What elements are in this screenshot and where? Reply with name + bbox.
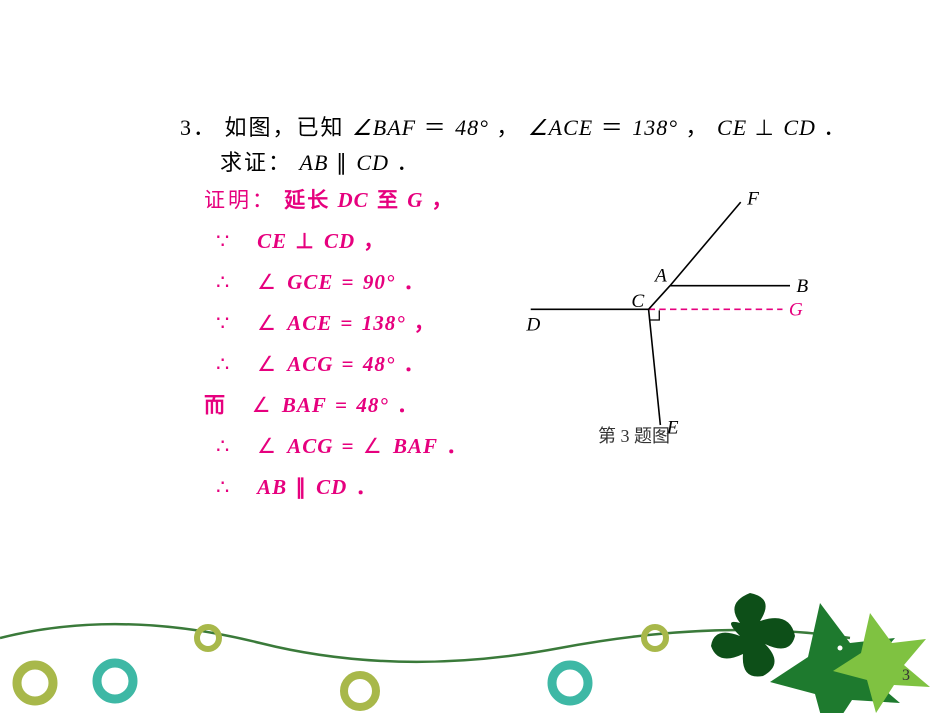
angle2: ∠: [363, 434, 385, 458]
proof-line-8: ∴ AB ∥ CD ．: [216, 467, 880, 508]
ce: CE: [717, 115, 747, 140]
svg-text:F: F: [746, 188, 759, 209]
val48: 48°: [363, 352, 395, 376]
comma: ，: [686, 115, 710, 140]
problem-line-2: 求证： AB ∥ CD ．: [220, 145, 880, 180]
period: ．: [396, 150, 420, 175]
ab: AB: [300, 150, 329, 175]
perp: ⊥: [295, 229, 315, 253]
svg-text:C: C: [631, 291, 645, 312]
val48b: 48°: [356, 393, 388, 417]
parallel: ∥: [295, 475, 308, 499]
period: ．: [404, 352, 427, 376]
ce: CE: [257, 229, 287, 253]
ring-icon: [97, 663, 133, 699]
figure-caption: 第 3 题图: [598, 422, 670, 448]
therefore-symbol: ∴: [216, 475, 232, 499]
angle: ∠: [257, 311, 279, 335]
g: G: [407, 188, 423, 212]
prove-label: 求证：: [220, 150, 292, 175]
period: ．: [356, 475, 379, 499]
eq: =: [342, 270, 363, 294]
angle-ace: ∠ACE: [528, 115, 593, 140]
cd: CD: [356, 150, 389, 175]
period: ．: [823, 115, 847, 140]
eq: =: [335, 393, 356, 417]
text-given: 如图，已知: [225, 115, 345, 140]
angle: ∠: [257, 270, 279, 294]
period: ．: [446, 434, 469, 458]
leaf-cluster: [711, 593, 930, 713]
therefore-symbol: ∴: [216, 434, 232, 458]
equals: ＝: [601, 115, 625, 140]
acg2: ACG: [287, 434, 333, 458]
svg-text:D: D: [525, 315, 540, 336]
problem-number: 3．: [180, 115, 217, 140]
ring-icon: [344, 675, 376, 707]
eq: =: [340, 311, 361, 335]
baf2: BAF: [393, 434, 438, 458]
baf-value: 48°: [455, 115, 489, 140]
angle-baf: ∠BAF: [352, 115, 416, 140]
ring-icon: [552, 665, 588, 701]
ring-icon: [197, 627, 219, 649]
equals: ＝: [424, 115, 448, 140]
angle: ∠: [252, 393, 274, 417]
cd: CD: [783, 115, 816, 140]
ring-icon: [644, 627, 666, 649]
to-text: 至: [377, 188, 407, 212]
cd: CD: [324, 229, 355, 253]
therefore-symbol: ∴: [216, 270, 232, 294]
footer-decoration: [0, 583, 950, 713]
baf: BAF: [282, 393, 327, 417]
val90: 90°: [363, 270, 395, 294]
svg-text:G: G: [789, 300, 803, 321]
acg: ACG: [287, 352, 333, 376]
svg-text:B: B: [796, 276, 808, 297]
period: ．: [397, 393, 420, 417]
svg-text:A: A: [653, 265, 667, 286]
eq: =: [342, 434, 363, 458]
and-text: 而: [204, 393, 227, 417]
parallel-symbol: ∥: [336, 150, 349, 175]
eq: =: [342, 352, 363, 376]
problem-line-1: 3． 如图，已知 ∠BAF ＝ 48° ， ∠ACE ＝ 138° ， CE ⊥…: [180, 110, 880, 145]
ace-value: 138°: [632, 115, 678, 140]
geometry-figure: ABCDEFG: [520, 180, 820, 460]
proof-head: 证明：: [204, 188, 276, 212]
ace: ACE: [287, 311, 332, 335]
val138: 138°: [362, 311, 406, 335]
comma: ，: [496, 115, 520, 140]
comma: ，: [432, 188, 455, 212]
because-symbol: ∵: [216, 229, 232, 253]
comma: ，: [363, 229, 386, 253]
angle: ∠: [257, 434, 279, 458]
dc: DC: [338, 188, 369, 212]
perp-symbol: ⊥: [755, 115, 776, 140]
because-symbol: ∵: [216, 311, 232, 335]
ring-icon: [17, 665, 53, 701]
ab: AB: [257, 475, 287, 499]
page-number: 3: [902, 667, 910, 685]
extend-text: 延长: [284, 188, 337, 212]
gce: GCE: [287, 270, 333, 294]
comma: ，: [414, 311, 437, 335]
period: ．: [404, 270, 427, 294]
angle: ∠: [257, 352, 279, 376]
cd: CD: [316, 475, 347, 499]
therefore-symbol: ∴: [216, 352, 232, 376]
